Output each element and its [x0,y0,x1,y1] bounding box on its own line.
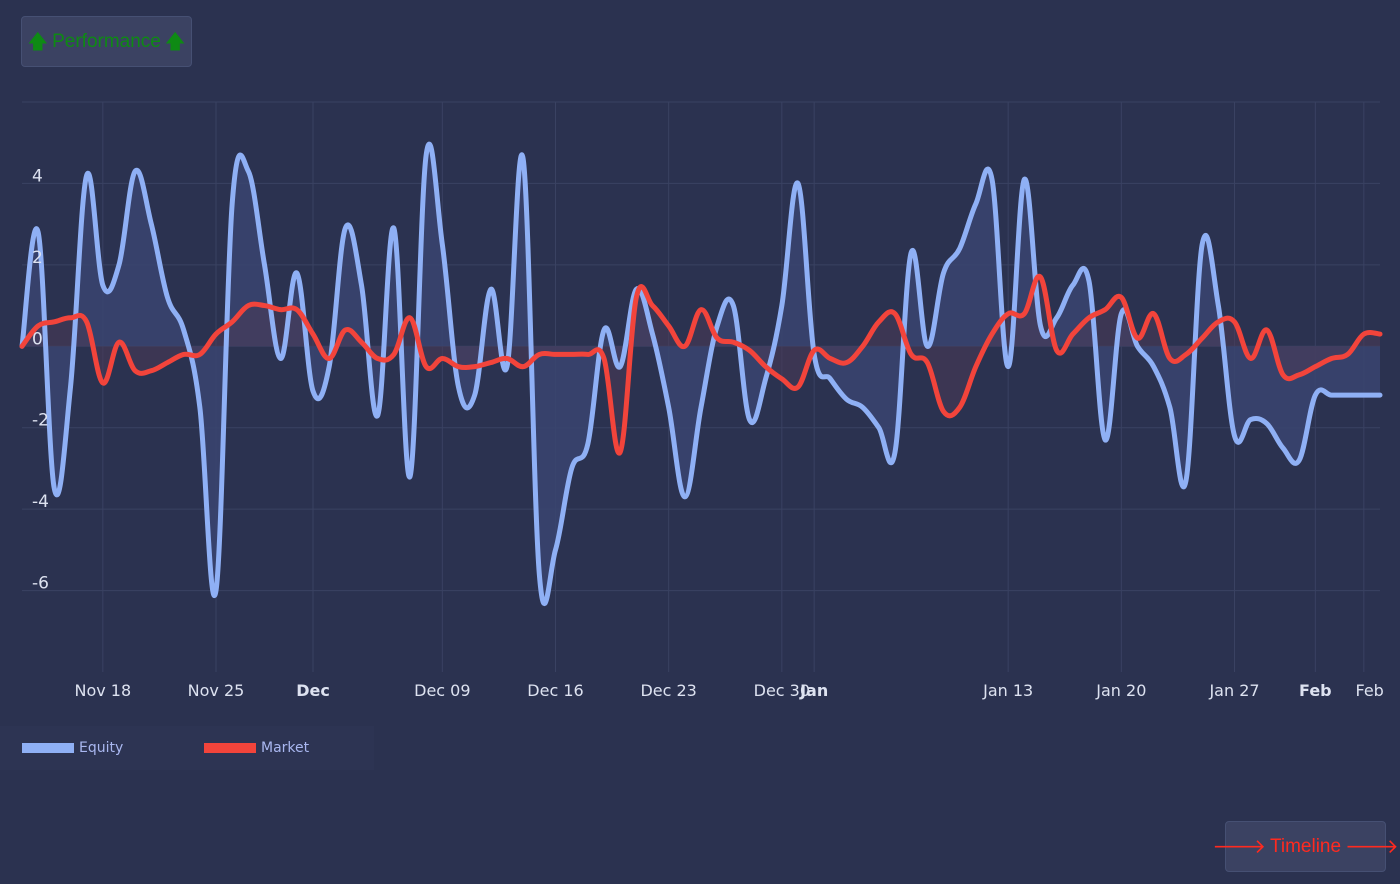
series-line-market[interactable] [19,273,1383,456]
x-tick-label: Dec 09 [414,681,470,700]
series-lines [19,141,1383,607]
performance-button[interactable]: 🡅 Performance 🡅 [21,16,192,67]
legend: Equity Market [0,726,374,770]
x-tick-label: Jan [799,681,828,700]
up-arrow-icon: 🡅 [164,30,186,53]
y-tick-label: -2 [32,411,49,431]
x-tick-label: Feb [1299,681,1332,700]
y-tick-label: 2 [32,248,43,268]
x-tick-label: Nov 18 [74,681,131,700]
y-tick-label: -4 [32,492,49,512]
y-tick-label: -6 [32,574,49,594]
x-tick-label: Jan 27 [1208,681,1259,700]
right-arrow-icon: 🡒 [1345,835,1399,858]
y-tick-label: 4 [32,166,43,186]
x-tick-label: Jan 20 [1095,681,1146,700]
x-tick-label: Nov 25 [188,681,245,700]
x-tick-label: Jan 13 [982,681,1033,700]
legend-label: Market [261,740,310,756]
legend-swatch [22,743,74,753]
up-arrow-icon: 🡅 [27,30,49,53]
x-tick-label: Dec 23 [640,681,696,700]
timeline-button-label: Timeline [1269,835,1342,857]
x-axis: Nov 18 Nov 25 Dec Dec 09 Dec 16 Dec 23 Dec 30J… [74,681,1383,700]
x-tick-label: Dec 30 [754,681,810,700]
performance-button-label: Performance [52,30,161,52]
legend-label: Equity [79,740,124,756]
legend-item-market[interactable]: Market [204,726,309,770]
series-area-equity [22,144,1380,604]
legend-swatch [204,743,256,753]
x-tick-label: Dec 16 [527,681,583,700]
right-arrow-icon: 🡒 [1212,835,1266,858]
y-axis: 4 2 0 -2 -4 -6 [32,166,49,593]
x-tick-label: Feb [1356,681,1384,700]
timeline-button[interactable]: 🡒 Timeline 🡒 [1212,821,1399,872]
x-tick-label: Dec [296,681,330,700]
y-tick-label: 0 [32,329,43,349]
legend-item-equity[interactable]: Equity [22,726,123,770]
